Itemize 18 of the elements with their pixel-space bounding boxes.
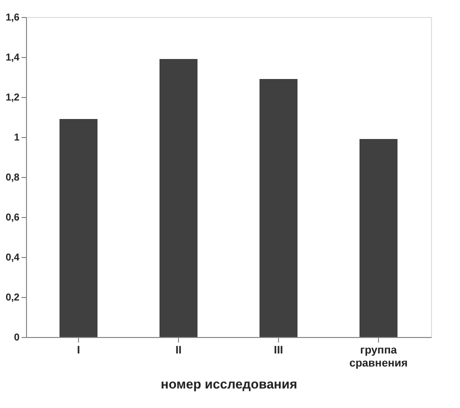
- bar: [260, 79, 298, 337]
- x-tick-label: II: [175, 344, 182, 356]
- y-tick-label: 1,2: [6, 92, 20, 104]
- x-tick-label: III: [274, 344, 284, 356]
- y-tick-label: 0: [14, 332, 20, 344]
- y-tick-label: 0,2: [6, 292, 20, 304]
- x-tick-label: группа сравнения: [349, 344, 408, 370]
- y-tick-label: 0,6: [6, 212, 20, 224]
- y-tick-label: 1,6: [6, 12, 20, 24]
- bar: [360, 139, 398, 337]
- x-tick-label: I: [76, 344, 80, 356]
- bar: [60, 119, 98, 337]
- y-tick-label: 1: [14, 132, 20, 144]
- y-tick-label: 0,4: [6, 252, 20, 264]
- bar: [160, 59, 198, 337]
- y-tick-label: 0,8: [6, 172, 20, 184]
- y-tick-label: 1,4: [6, 52, 20, 64]
- x-axis-title: номер исследования: [160, 376, 298, 392]
